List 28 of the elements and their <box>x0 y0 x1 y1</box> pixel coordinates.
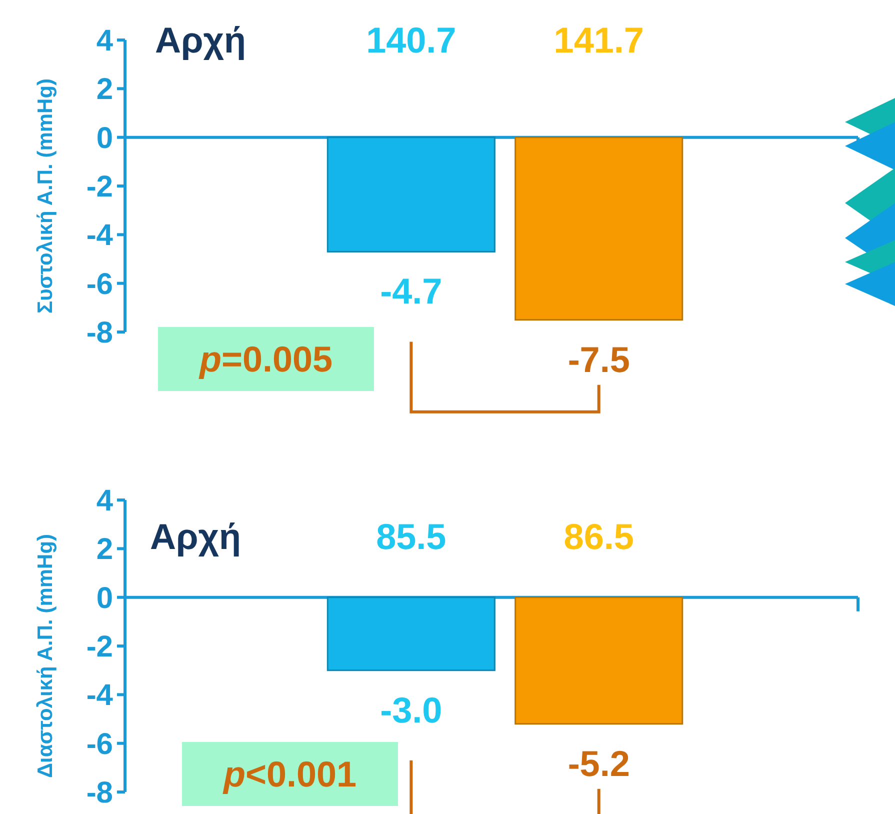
y-tick-label: 0 <box>96 122 113 155</box>
data-label: -3.0 <box>380 689 442 730</box>
y-tick-label: 4 <box>96 484 114 518</box>
text: p=0.005 <box>198 338 333 380</box>
annotation: 141.7 <box>554 20 644 61</box>
y-tick-label: -4 <box>86 219 114 252</box>
annotation: 85.5 <box>376 516 446 558</box>
y-tick-label: -6 <box>86 728 113 761</box>
data-label: -7.5 <box>568 338 630 380</box>
annotation: p<0.001 <box>222 754 357 795</box>
y-tick-label: -8 <box>86 776 113 810</box>
y-tick-label: -6 <box>86 268 113 301</box>
annotation: 86.5 <box>564 516 634 558</box>
data-label: -4.7 <box>380 270 442 312</box>
annotation: Αρχή <box>150 516 241 558</box>
y-tick-label: -4 <box>86 679 114 712</box>
y-axis-title: Διαστολική Α.Π. (mmHg) <box>34 534 57 778</box>
y-tick-label: 4 <box>96 24 114 58</box>
y-tick-label: -2 <box>86 170 113 204</box>
y-tick-label: 2 <box>96 73 113 106</box>
annotation: Αρχή <box>155 20 246 61</box>
y-tick-label: -8 <box>86 316 113 350</box>
y-axis-title: Συστολική Α.Π. (mmHg) <box>34 78 57 314</box>
y-tick-label: 0 <box>96 582 113 615</box>
y-tick-label: 2 <box>96 533 113 566</box>
data-label: -5.2 <box>568 742 630 784</box>
y-tick-label: -2 <box>86 630 113 664</box>
annotation: 140.7 <box>366 20 456 61</box>
